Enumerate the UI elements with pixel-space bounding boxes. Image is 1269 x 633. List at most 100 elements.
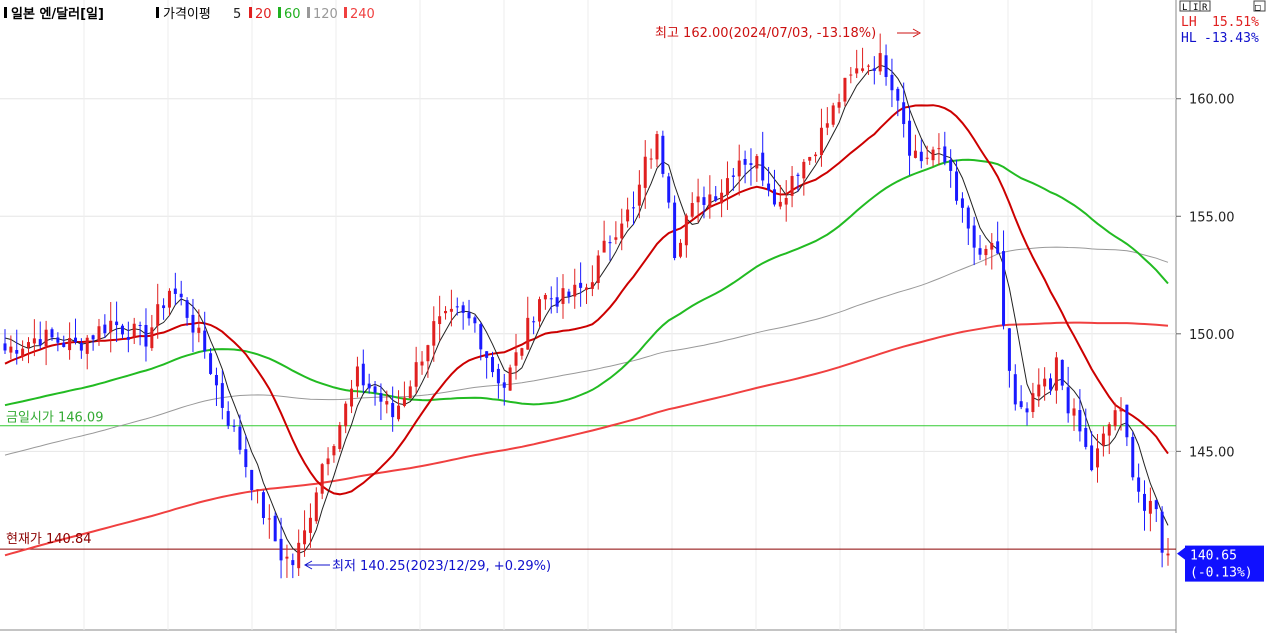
candle — [1066, 366, 1070, 423]
candle — [144, 308, 148, 362]
candle — [397, 390, 401, 422]
candle — [1049, 373, 1053, 395]
button-i[interactable]: I — [1193, 3, 1198, 13]
candle — [21, 340, 25, 361]
candle — [831, 102, 835, 128]
candle — [1007, 327, 1011, 388]
candle — [467, 299, 471, 326]
button-l[interactable]: L — [1182, 3, 1187, 13]
candle — [749, 148, 753, 186]
candle — [320, 462, 324, 500]
candle — [97, 318, 101, 346]
candle — [796, 172, 800, 192]
maximize-button[interactable]: □ — [1255, 3, 1261, 13]
candle — [385, 390, 389, 414]
lh-label: LH — [1181, 15, 1197, 30]
y-tick-label: 155.00 — [1189, 210, 1235, 225]
candle — [631, 191, 635, 226]
candle — [585, 283, 588, 305]
candle — [520, 347, 524, 360]
candle — [579, 262, 583, 307]
candle — [913, 134, 917, 159]
lh-value: 15.51% — [1212, 15, 1259, 30]
candle — [156, 283, 160, 339]
candle — [861, 47, 865, 73]
candlesticks — [3, 33, 1170, 579]
candle — [273, 512, 277, 542]
candle — [849, 67, 853, 84]
candle — [1096, 434, 1100, 483]
candle — [772, 169, 776, 207]
candle — [250, 469, 254, 501]
candle — [461, 301, 465, 330]
candle — [85, 335, 89, 370]
candle — [267, 504, 271, 539]
candle — [126, 321, 130, 353]
candle — [960, 192, 964, 223]
y-tick-label: 160.00 — [1189, 93, 1235, 108]
hl-label: HL — [1181, 31, 1197, 46]
candle — [491, 351, 495, 378]
candle — [725, 161, 729, 210]
ma-legend-label: 가격이평 — [163, 7, 211, 22]
candle — [1148, 487, 1152, 532]
candle — [261, 490, 265, 525]
candle — [590, 265, 594, 297]
candle — [1107, 422, 1111, 455]
candle — [185, 297, 189, 326]
candle — [1137, 463, 1141, 503]
candle — [790, 166, 794, 208]
candle — [1037, 368, 1041, 407]
candle — [297, 529, 301, 577]
ma-legend-240: 240 — [350, 7, 375, 22]
candle — [1078, 389, 1082, 442]
candle — [1019, 385, 1023, 410]
candle — [637, 170, 641, 219]
candle — [678, 239, 682, 259]
ma-legend-60: 60 — [284, 7, 301, 22]
candle — [279, 517, 283, 579]
candle — [438, 295, 442, 341]
button-r[interactable]: R — [1202, 3, 1208, 13]
candle — [338, 421, 342, 453]
candle — [855, 49, 859, 79]
candle — [878, 33, 882, 75]
candle — [162, 298, 166, 320]
annotations: 최고 162.00(2024/07/03, -13.18%) 최저 140.25… — [6, 26, 922, 574]
candle — [526, 296, 530, 350]
candle — [925, 145, 929, 165]
candle — [332, 444, 336, 463]
y-axis: 160.00 155.00 150.00 145.00 — [1176, 93, 1235, 460]
candle — [15, 329, 19, 365]
candle — [485, 351, 489, 379]
candle — [549, 286, 553, 314]
candle — [972, 216, 976, 266]
candle — [514, 333, 518, 380]
candle — [784, 180, 788, 222]
high-annotation: 최고 162.00(2024/07/03, -13.18%) — [655, 26, 876, 41]
candle — [755, 154, 759, 182]
candle — [408, 380, 412, 399]
candle — [1113, 402, 1117, 431]
candle — [179, 280, 183, 306]
candle — [449, 289, 453, 327]
candle — [3, 329, 7, 355]
candle — [884, 44, 888, 86]
candle — [1101, 426, 1105, 457]
candle — [1160, 506, 1164, 568]
corner-buttons[interactable]: L I R □ — [1179, 0, 1266, 13]
candle — [1166, 538, 1170, 566]
candle — [1131, 431, 1135, 481]
candle — [937, 133, 941, 165]
ma-legend-20: 20 — [255, 7, 272, 22]
candle — [455, 297, 459, 316]
candle — [502, 373, 506, 406]
candle — [444, 306, 448, 320]
candle — [866, 64, 870, 75]
y-tick-label: 145.00 — [1189, 445, 1235, 460]
candle — [314, 487, 318, 524]
candle — [955, 159, 959, 205]
candle — [232, 419, 236, 432]
candle — [197, 309, 201, 343]
candle — [614, 221, 618, 245]
